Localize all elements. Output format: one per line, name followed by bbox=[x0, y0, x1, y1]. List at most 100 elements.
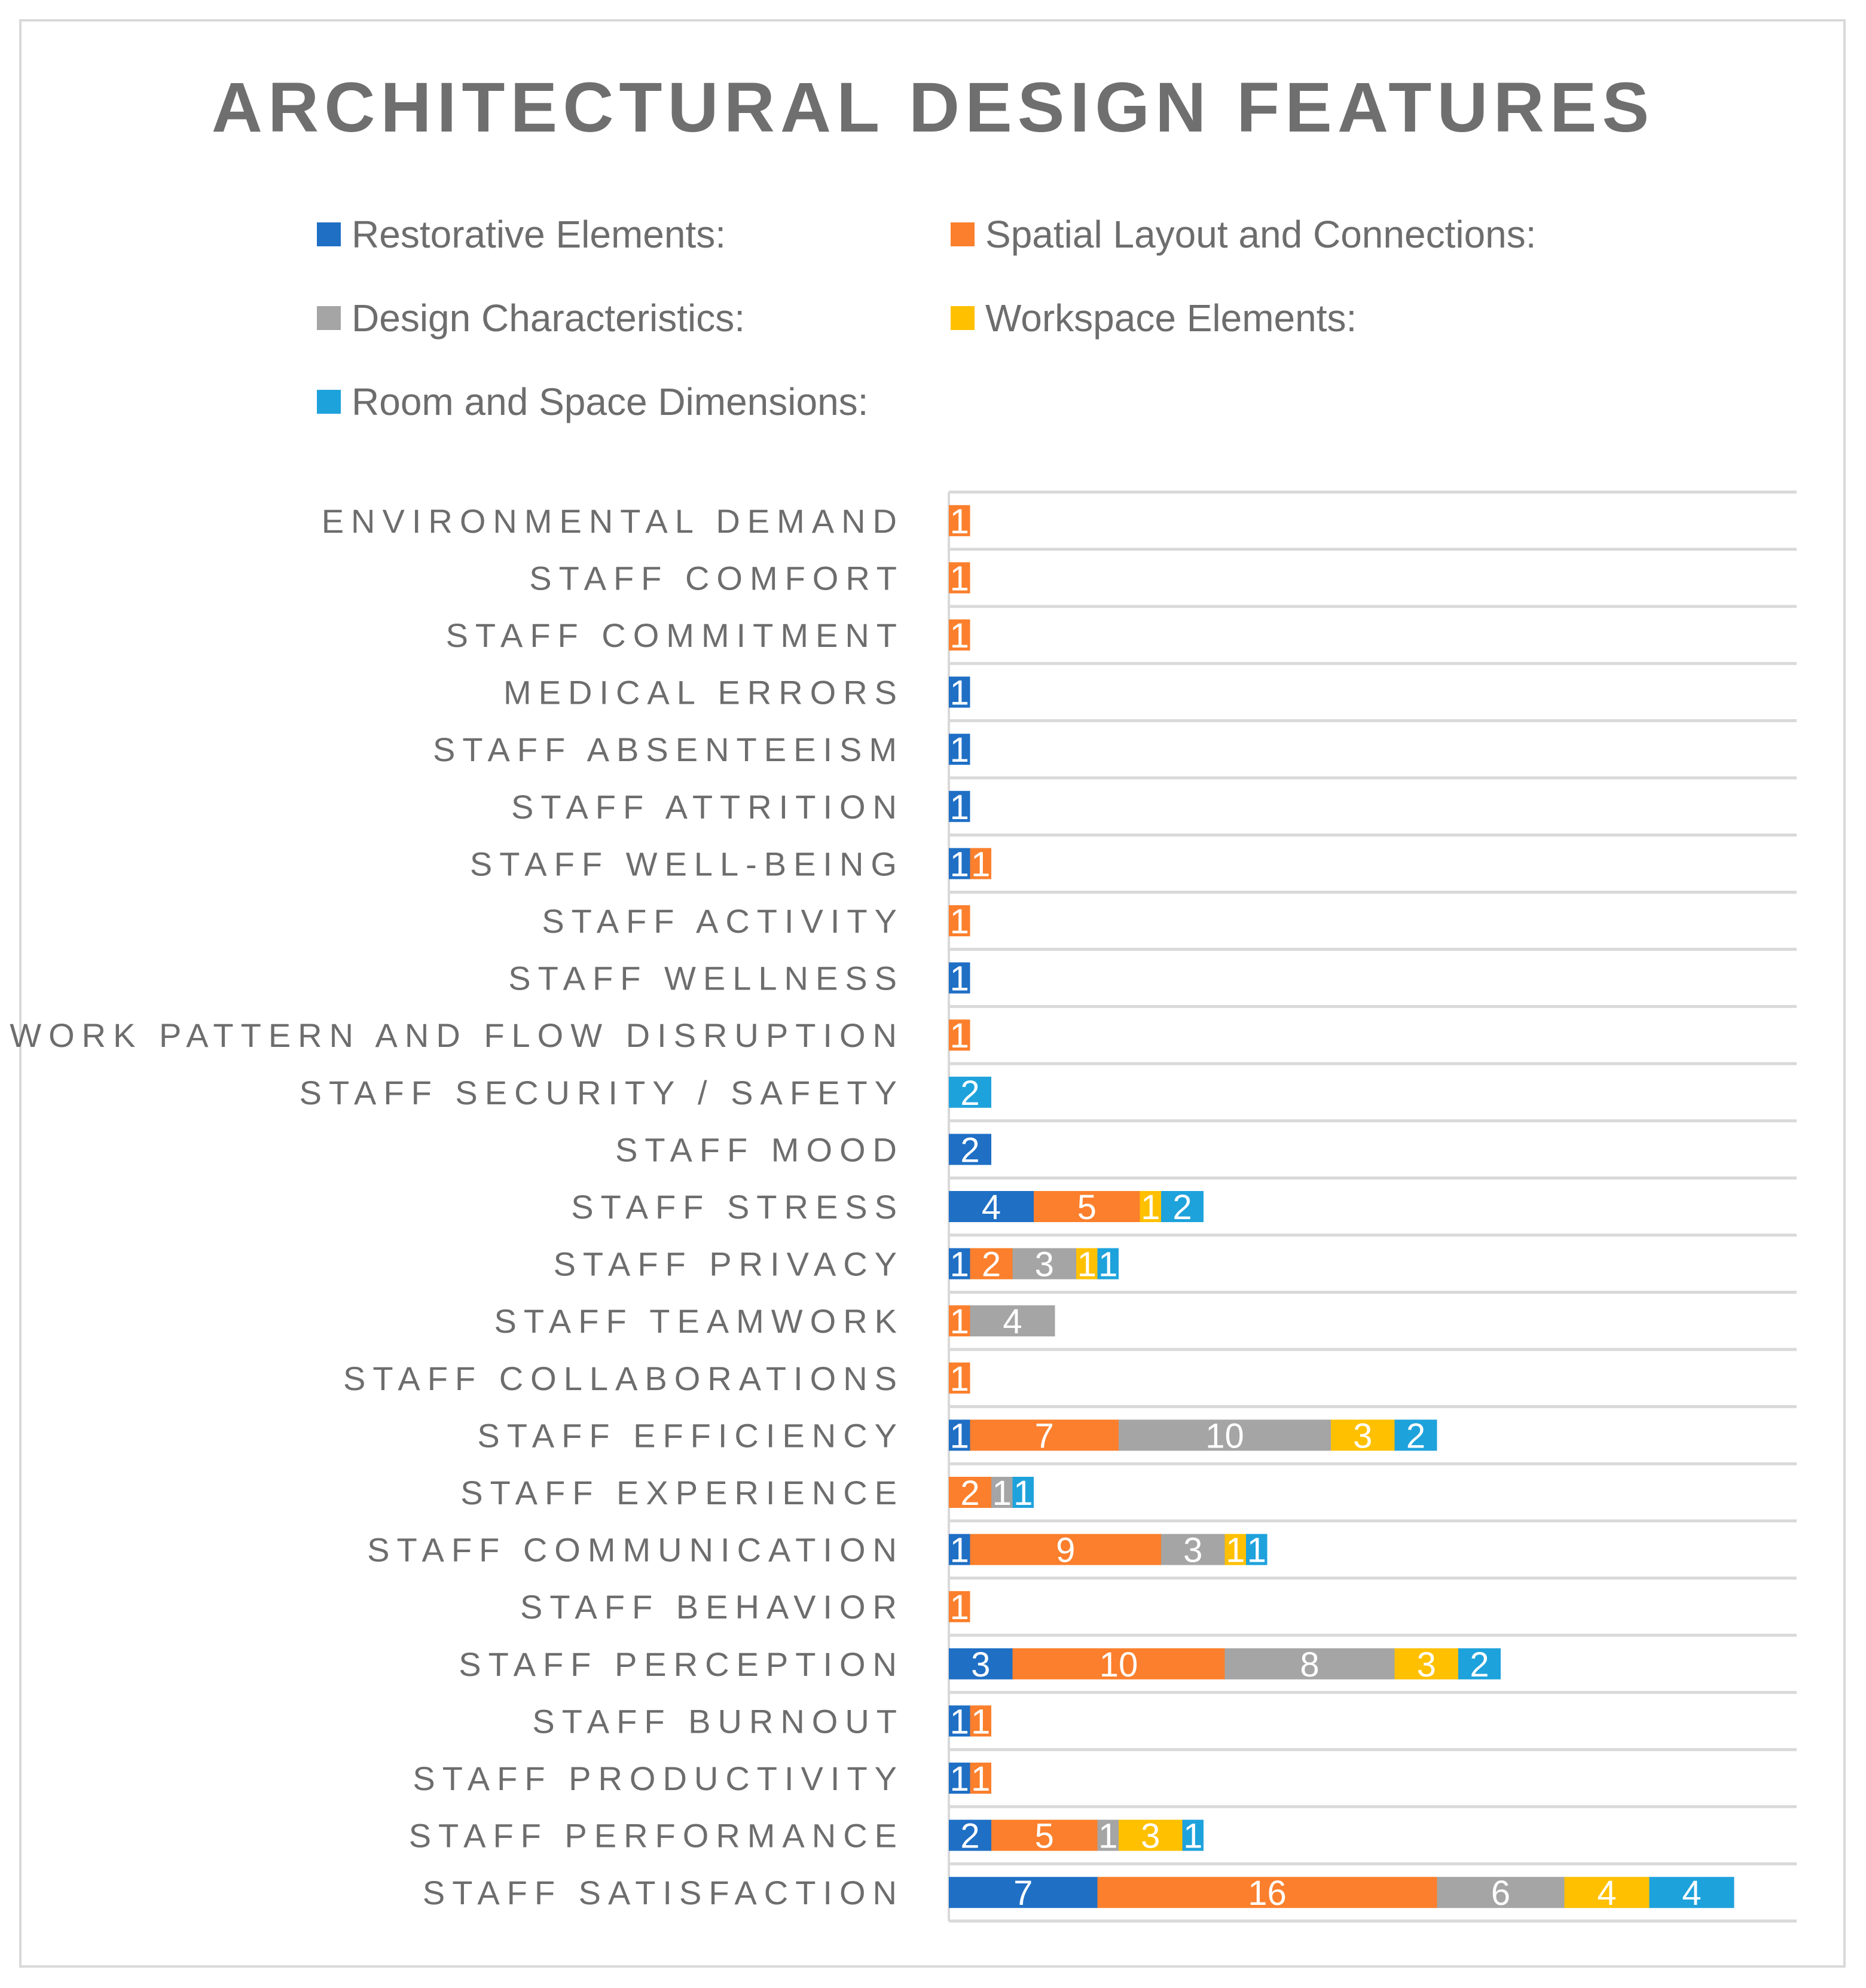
bar-segment bbox=[970, 1763, 991, 1794]
category-label: STAFF SATISFACTION bbox=[423, 1874, 904, 1911]
data-label: 1 bbox=[971, 1760, 990, 1798]
data-label: 2 bbox=[960, 1817, 979, 1856]
bar-segment bbox=[1097, 1877, 1437, 1908]
data-label: 1 bbox=[950, 1245, 969, 1284]
data-label: 7 bbox=[1035, 1416, 1054, 1455]
data-label: 7 bbox=[1013, 1874, 1033, 1913]
bar-segment bbox=[949, 1705, 970, 1737]
data-label: 3 bbox=[971, 1645, 990, 1684]
data-label: 10 bbox=[1100, 1645, 1138, 1684]
bar-segment bbox=[991, 1819, 1098, 1851]
data-label: 1 bbox=[950, 559, 969, 598]
bar-segment bbox=[1437, 1877, 1565, 1908]
category-label: STAFF COMMITMENT bbox=[446, 616, 904, 654]
bar-segment bbox=[1224, 1534, 1246, 1565]
data-label: 2 bbox=[960, 1074, 979, 1113]
data-label: 1 bbox=[950, 902, 969, 941]
bar-segment bbox=[1331, 1419, 1395, 1451]
category-label: MEDICAL ERRORS bbox=[503, 674, 904, 711]
bar-segment bbox=[949, 1534, 970, 1565]
bar-segment bbox=[1246, 1534, 1268, 1565]
data-label: 3 bbox=[1183, 1531, 1202, 1570]
category-label: STAFF COLLABORATIONS bbox=[343, 1360, 904, 1397]
bar-segment bbox=[949, 1591, 970, 1623]
chart-title: ARCHITECTURAL DESIGN FEATURES bbox=[211, 68, 1655, 147]
bar-segment bbox=[1394, 1648, 1458, 1679]
data-label: 1 bbox=[950, 1416, 969, 1455]
category-label: STAFF MOOD bbox=[615, 1131, 904, 1168]
category-label: STAFF EFFICIENCY bbox=[477, 1416, 904, 1454]
data-label: 2 bbox=[1172, 1188, 1192, 1227]
legend-label: Spatial Layout and Connections: bbox=[985, 213, 1537, 256]
category-label: STAFF COMFORT bbox=[529, 559, 904, 597]
legend-swatch bbox=[317, 390, 341, 414]
data-label: 1 bbox=[950, 1702, 969, 1741]
legend-swatch bbox=[317, 306, 341, 330]
bar-segment bbox=[970, 848, 991, 880]
data-label: 1 bbox=[992, 1474, 1012, 1513]
data-label: 2 bbox=[1470, 1645, 1489, 1684]
data-label: 9 bbox=[1056, 1531, 1075, 1570]
bar-segment bbox=[949, 1763, 970, 1794]
data-label: 1 bbox=[950, 616, 969, 655]
bar-segment bbox=[970, 1534, 1161, 1565]
bar-segment bbox=[1012, 1648, 1225, 1679]
data-label: 3 bbox=[1035, 1245, 1054, 1284]
category-label: STAFF PERCEPTION bbox=[459, 1645, 904, 1683]
data-label: 3 bbox=[1417, 1645, 1436, 1684]
bar-segment bbox=[970, 1248, 1013, 1279]
bar-segment bbox=[949, 1362, 970, 1394]
category-label: STAFF WELLNESS bbox=[508, 960, 904, 997]
category-label: STAFF ACTIVITY bbox=[542, 902, 904, 940]
data-label: 1 bbox=[950, 788, 969, 827]
category-label: STAFF STRESS bbox=[571, 1188, 904, 1226]
bar-segment bbox=[1034, 1191, 1140, 1222]
data-label: 1 bbox=[950, 960, 969, 998]
legend-label: Workspace Elements: bbox=[985, 297, 1357, 340]
data-label: 6 bbox=[1491, 1874, 1510, 1913]
bar-segment bbox=[949, 619, 970, 651]
category-label: ENVIRONMENTAL DEMAND bbox=[322, 502, 904, 540]
category-label: STAFF EXPERIENCE bbox=[460, 1474, 904, 1511]
bar-segment bbox=[1161, 1191, 1204, 1222]
bar-segment bbox=[949, 1419, 970, 1451]
legend-item-workspace-elements: Workspace Elements: bbox=[951, 294, 1357, 342]
category-label: STAFF BURNOUT bbox=[532, 1702, 904, 1740]
data-label: 1 bbox=[1077, 1245, 1097, 1284]
bar-segment bbox=[949, 905, 970, 936]
category-label: STAFF PERFORMANCE bbox=[409, 1817, 904, 1855]
bar-segment bbox=[1140, 1191, 1161, 1222]
bar-segment bbox=[949, 790, 970, 822]
data-label: 1 bbox=[950, 1588, 969, 1627]
bar-segment bbox=[1161, 1534, 1225, 1565]
bar-segment bbox=[970, 1419, 1119, 1451]
category-label: STAFF PRIVACY bbox=[554, 1245, 904, 1283]
bar-segment bbox=[1224, 1648, 1395, 1679]
data-label: 1 bbox=[1226, 1531, 1245, 1570]
legend-item-restorative: Restorative Elements: bbox=[317, 210, 726, 258]
bar-segment bbox=[1076, 1248, 1098, 1279]
legend-item-design-characteristics: Design Characteristics: bbox=[317, 294, 745, 342]
data-label: 1 bbox=[950, 845, 969, 884]
bar-segment bbox=[1119, 1419, 1331, 1451]
category-label: STAFF SECURITY / SAFETY bbox=[300, 1074, 904, 1111]
data-label: 8 bbox=[1300, 1645, 1319, 1684]
data-label: 1 bbox=[950, 1531, 969, 1570]
data-label: 1 bbox=[950, 1760, 969, 1798]
bar-segment bbox=[1097, 1248, 1119, 1279]
legend-swatch bbox=[951, 306, 975, 330]
bar-segment bbox=[949, 505, 970, 536]
category-label: STAFF TEAMWORK bbox=[494, 1302, 904, 1340]
data-label: 3 bbox=[1353, 1416, 1372, 1455]
data-label: 1 bbox=[950, 1016, 969, 1055]
bar-segment bbox=[949, 734, 970, 765]
data-label: 1 bbox=[1247, 1531, 1266, 1570]
data-label: 4 bbox=[1682, 1874, 1701, 1913]
category-label: STAFF BEHAVIOR bbox=[520, 1588, 904, 1626]
bar-segment bbox=[949, 1019, 970, 1051]
bar-segment bbox=[949, 1305, 970, 1337]
data-label: 1 bbox=[1098, 1245, 1117, 1284]
data-label: 16 bbox=[1248, 1874, 1287, 1913]
bar-segment bbox=[949, 1477, 991, 1508]
data-label: 1 bbox=[950, 1302, 969, 1341]
